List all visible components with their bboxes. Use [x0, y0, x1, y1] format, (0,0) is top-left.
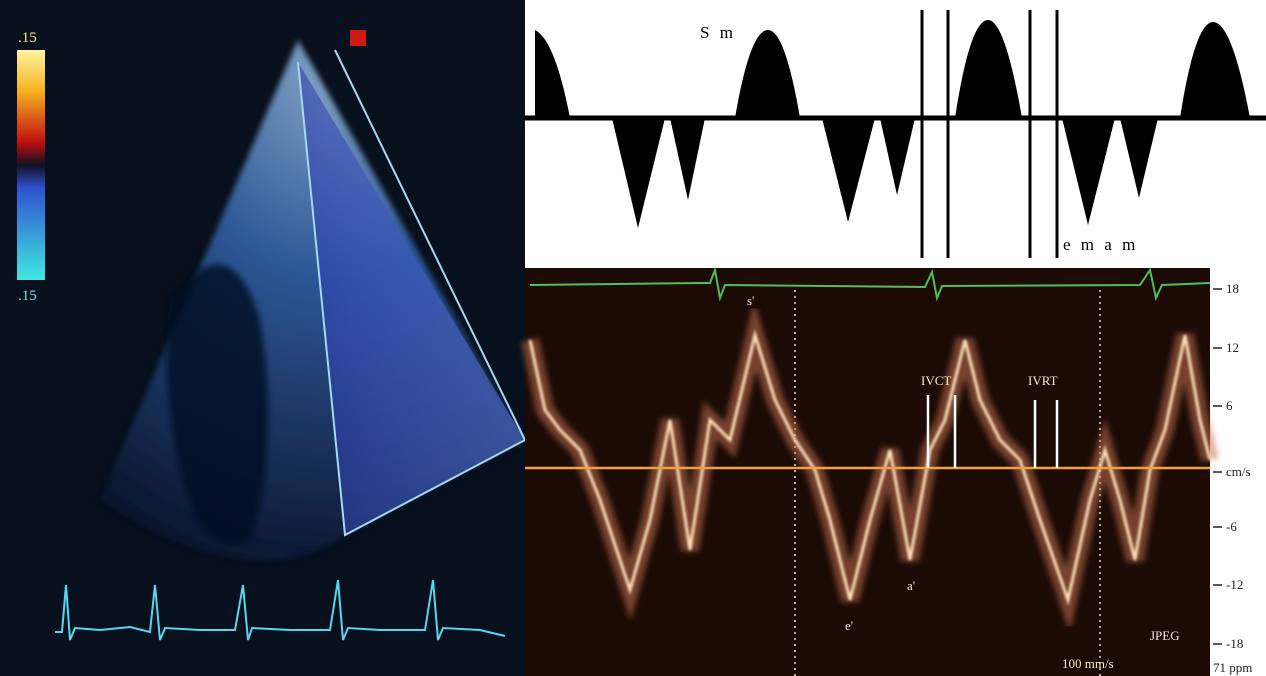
- scale-label: -18: [1226, 636, 1243, 651]
- scale-bottom-label: .15: [18, 288, 37, 304]
- figure: .15 .15 S m e m a m s' IVCT IVRT a': [0, 0, 1266, 676]
- heart-rate-label: 71 ppm: [1213, 660, 1252, 675]
- color-scale-bar: [17, 50, 45, 280]
- ivct-label: IVCT: [921, 373, 951, 388]
- orientation-marker: [350, 30, 366, 46]
- scale-label: 18: [1226, 281, 1239, 296]
- systolic-label: S m: [700, 23, 736, 42]
- format-label: JPEG: [1150, 628, 1180, 643]
- scale-label: cm/s: [1226, 464, 1251, 479]
- e-wave-label: e': [845, 618, 853, 633]
- scale-label: -6: [1226, 519, 1237, 534]
- scale-label: -12: [1226, 577, 1243, 592]
- scale-label: 6: [1226, 398, 1233, 413]
- page: .15 .15 S m e m a m s' IVCT IVRT a': [0, 0, 1266, 676]
- scale-top-label: .15: [18, 30, 37, 46]
- ivrt-label: IVRT: [1028, 373, 1058, 388]
- diastolic-label: e m a m: [1063, 235, 1138, 254]
- s-wave-label: s': [747, 293, 754, 308]
- scale-label: 12: [1226, 340, 1239, 355]
- a-wave-label: a': [907, 578, 915, 593]
- sweep-speed-label: 100 mm/s: [1062, 656, 1114, 671]
